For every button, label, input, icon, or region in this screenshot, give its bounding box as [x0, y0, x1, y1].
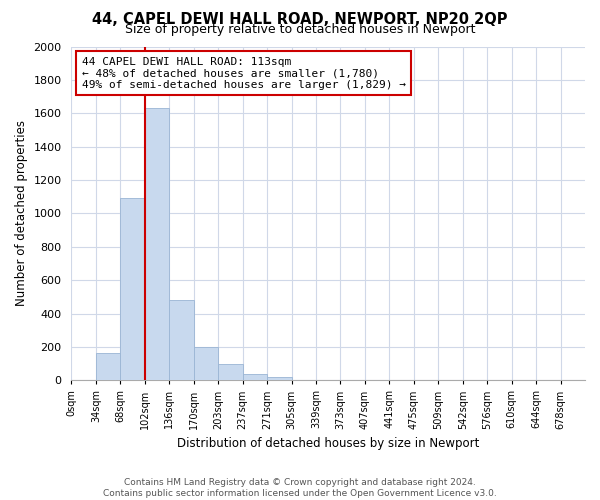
Bar	[96, 352, 121, 380]
Bar	[218, 364, 242, 380]
X-axis label: Distribution of detached houses by size in Newport: Distribution of detached houses by size …	[177, 437, 479, 450]
Bar	[194, 347, 218, 380]
Bar	[121, 198, 145, 380]
Bar	[242, 374, 267, 380]
Bar	[169, 300, 194, 380]
Text: 44 CAPEL DEWI HALL ROAD: 113sqm
← 48% of detached houses are smaller (1,780)
49%: 44 CAPEL DEWI HALL ROAD: 113sqm ← 48% of…	[82, 56, 406, 90]
Text: Contains HM Land Registry data © Crown copyright and database right 2024.
Contai: Contains HM Land Registry data © Crown c…	[103, 478, 497, 498]
Bar	[145, 108, 169, 380]
Y-axis label: Number of detached properties: Number of detached properties	[15, 120, 28, 306]
Bar	[267, 377, 292, 380]
Text: 44, CAPEL DEWI HALL ROAD, NEWPORT, NP20 2QP: 44, CAPEL DEWI HALL ROAD, NEWPORT, NP20 …	[92, 12, 508, 28]
Text: Size of property relative to detached houses in Newport: Size of property relative to detached ho…	[125, 22, 475, 36]
